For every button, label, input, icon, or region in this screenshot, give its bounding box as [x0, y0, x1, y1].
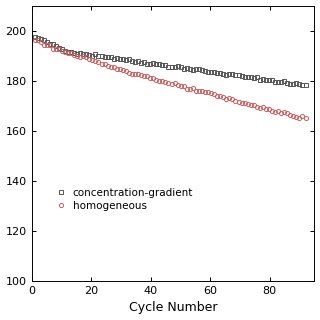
- concentration-gradient: [33, 35, 36, 38]
- Line: concentration-gradient: concentration-gradient: [32, 35, 308, 87]
- X-axis label: Cycle Number: Cycle Number: [129, 301, 217, 315]
- concentration-gradient: [115, 56, 119, 60]
- concentration-gradient: [304, 83, 308, 87]
- concentration-gradient: [221, 72, 225, 76]
- homogeneous: [292, 114, 295, 118]
- concentration-gradient: [69, 50, 73, 53]
- homogeneous: [264, 107, 268, 111]
- concentration-gradient: [300, 83, 304, 87]
- concentration-gradient: [264, 78, 268, 82]
- concentration-gradient: [258, 78, 262, 82]
- homogeneous: [33, 38, 36, 42]
- homogeneous: [304, 116, 308, 120]
- homogeneous: [221, 95, 225, 99]
- concentration-gradient: [292, 82, 295, 86]
- Legend: concentration-gradient, homogeneous: concentration-gradient, homogeneous: [51, 183, 197, 215]
- homogeneous: [69, 51, 73, 55]
- homogeneous: [115, 67, 119, 71]
- homogeneous: [258, 106, 262, 110]
- Line: homogeneous: homogeneous: [32, 38, 308, 120]
